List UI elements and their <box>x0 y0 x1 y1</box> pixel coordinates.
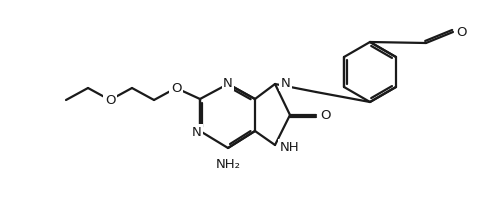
Text: O: O <box>171 81 181 95</box>
Text: O: O <box>320 108 330 121</box>
Text: O: O <box>105 94 115 106</box>
Text: NH₂: NH₂ <box>215 158 241 170</box>
Text: N: N <box>223 77 233 90</box>
Text: O: O <box>456 26 466 38</box>
Text: N: N <box>192 125 202 139</box>
Text: N: N <box>281 77 291 90</box>
Text: NH: NH <box>280 141 300 154</box>
